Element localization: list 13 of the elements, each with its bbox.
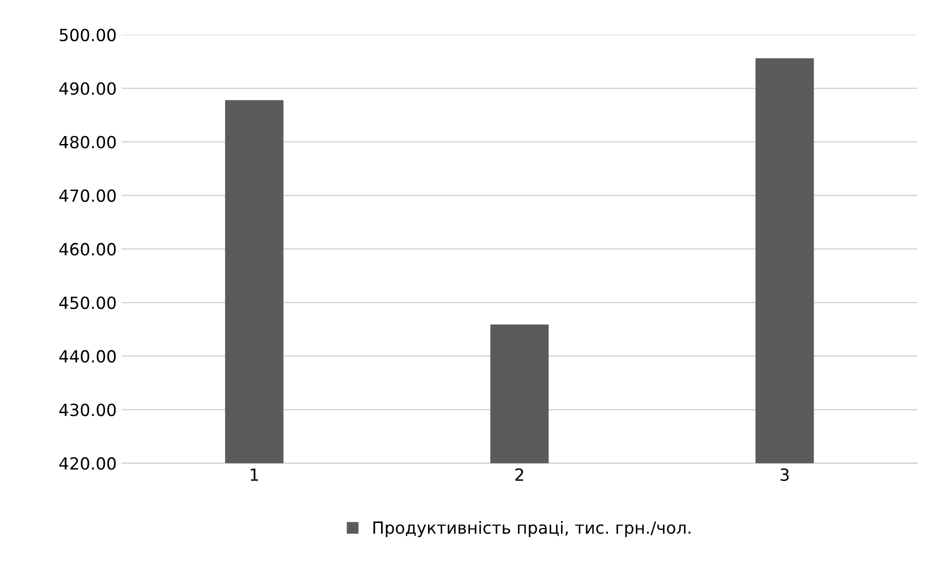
- y-tick-label: 470.00: [59, 189, 116, 202]
- x-tick-label: 1: [250, 468, 258, 481]
- y-tick-label: 500.00: [60, 28, 116, 42]
- y-tick-label: 480.00: [59, 136, 116, 148]
- y-tick-label: 450.00: [59, 296, 116, 310]
- y-tick-label: 460.00: [59, 242, 116, 256]
- y-tick-label: 490.00: [59, 82, 116, 95]
- x-tick-label: 3: [780, 468, 789, 481]
- y-tick-label: 430.00: [59, 404, 116, 416]
- legend-label: Продуктивність праці, тис. грн./чол.: [373, 521, 690, 538]
- y-tick-label: 420.00: [59, 457, 116, 470]
- x-tick-label: 2: [515, 468, 524, 481]
- y-tick-label: 440.00: [59, 350, 116, 363]
